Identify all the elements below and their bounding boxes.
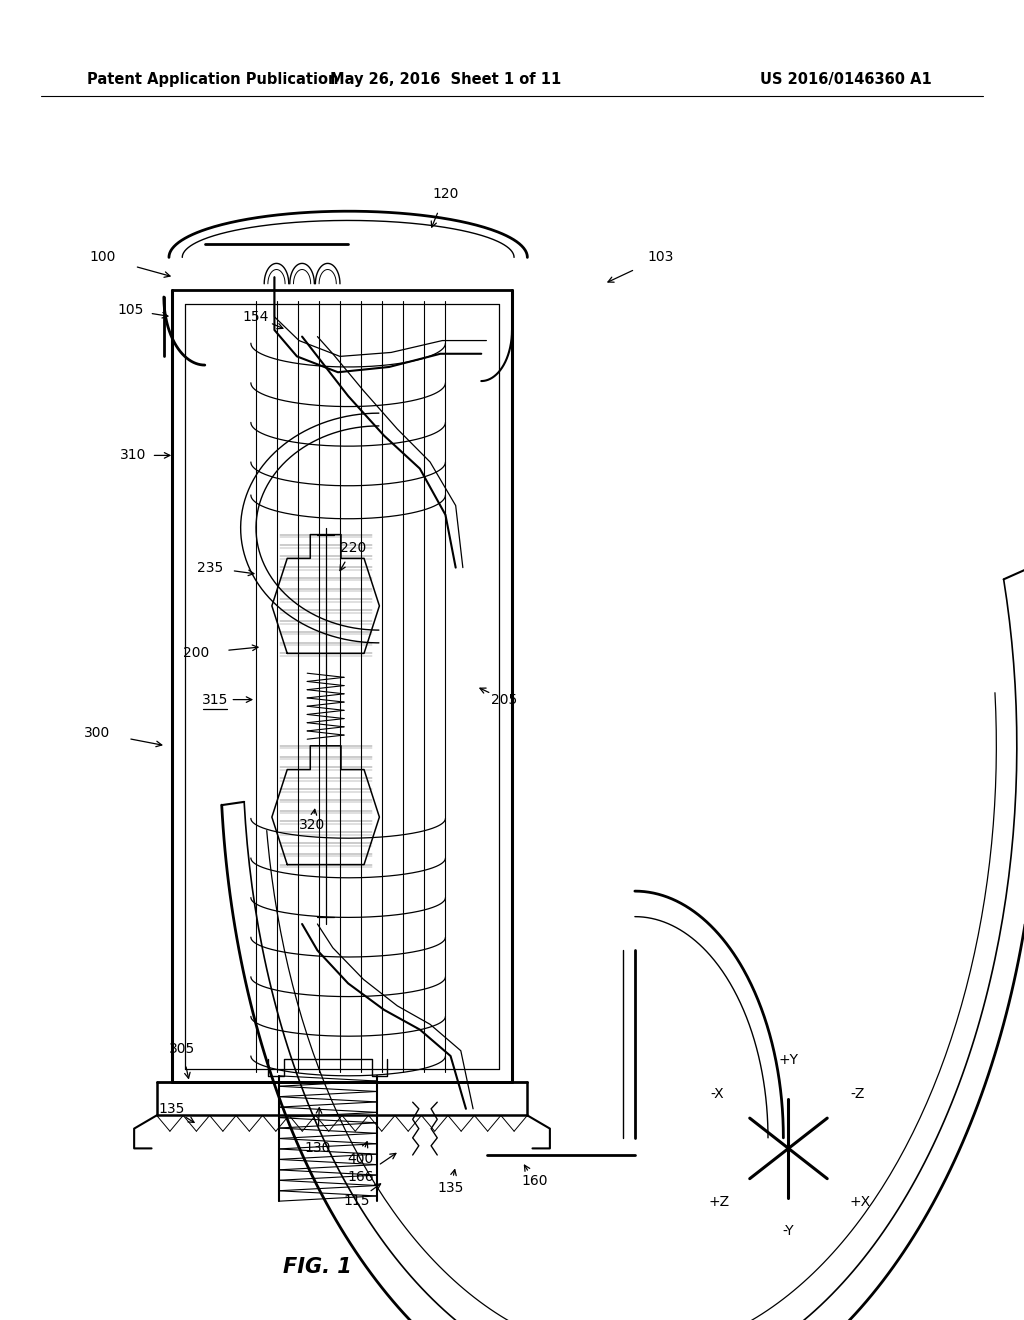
Text: 130: 130 xyxy=(304,1142,331,1155)
Text: 200: 200 xyxy=(183,647,210,660)
Text: -Y: -Y xyxy=(782,1224,795,1238)
Text: 400: 400 xyxy=(347,1152,374,1166)
Text: 205: 205 xyxy=(490,693,517,706)
Text: 100: 100 xyxy=(89,251,116,264)
Text: 135: 135 xyxy=(159,1102,185,1115)
Text: 160: 160 xyxy=(521,1175,548,1188)
Text: -Z: -Z xyxy=(851,1088,865,1101)
Text: 305: 305 xyxy=(169,1043,196,1056)
Text: FIG. 1: FIG. 1 xyxy=(283,1257,352,1278)
Text: US 2016/0146360 A1: US 2016/0146360 A1 xyxy=(760,71,932,87)
Text: 300: 300 xyxy=(84,726,111,739)
Text: 135: 135 xyxy=(437,1181,464,1195)
Text: 154: 154 xyxy=(243,310,269,323)
Text: -X: -X xyxy=(711,1088,724,1101)
Text: 235: 235 xyxy=(197,561,223,574)
Text: 320: 320 xyxy=(299,818,326,832)
Text: 310: 310 xyxy=(120,449,146,462)
Text: May 26, 2016  Sheet 1 of 11: May 26, 2016 Sheet 1 of 11 xyxy=(330,71,561,87)
Text: 220: 220 xyxy=(340,541,367,554)
Text: 166: 166 xyxy=(347,1171,374,1184)
Text: 315: 315 xyxy=(202,693,228,706)
Text: 105: 105 xyxy=(118,304,144,317)
Text: +Y: +Y xyxy=(778,1052,799,1067)
Text: +Z: +Z xyxy=(709,1196,729,1209)
Text: +X: +X xyxy=(850,1196,870,1209)
Text: 103: 103 xyxy=(647,251,674,264)
Text: 115: 115 xyxy=(343,1195,370,1208)
Text: Patent Application Publication: Patent Application Publication xyxy=(87,71,339,87)
Text: 120: 120 xyxy=(432,187,459,201)
